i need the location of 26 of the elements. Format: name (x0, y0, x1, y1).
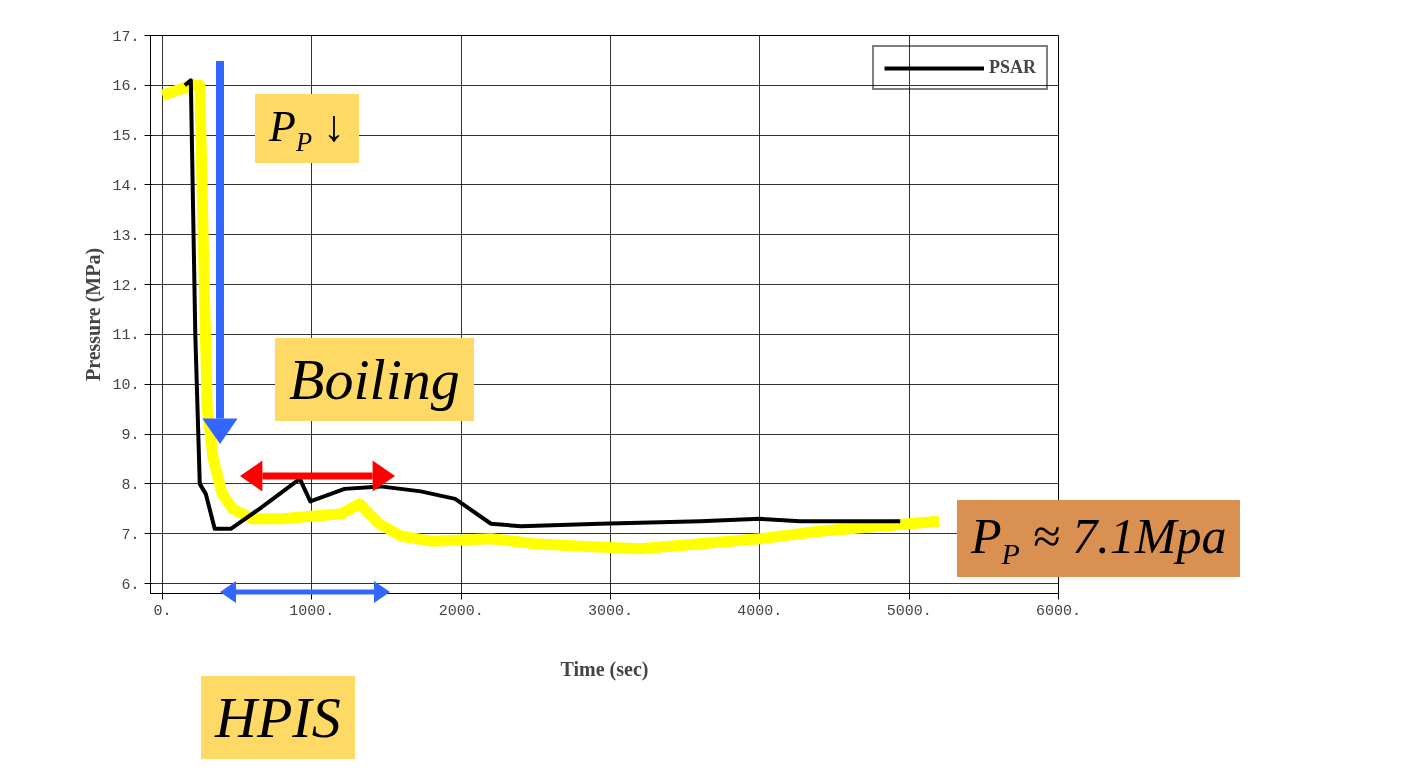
y-tick-label: 13. (112, 227, 140, 245)
y-tick-label: 15. (112, 128, 140, 146)
y-tick-label: 8. (121, 476, 140, 494)
y-axis-title: Pressure (MPa) (82, 247, 106, 382)
x-tick-label: 2000. (438, 602, 484, 620)
y-tick-label: 17. (112, 28, 140, 46)
y-tick-label: 10. (112, 377, 140, 395)
y-tick-label: 9. (121, 427, 140, 445)
annotation: P$_{P}$ ↓ (255, 94, 360, 164)
x-tick-label: 6000. (1036, 602, 1082, 620)
y-tick-label: 6. (121, 576, 140, 594)
y-tick-label: 16. (112, 78, 140, 96)
x-tick-label: 0. (153, 602, 172, 620)
y-tick-label: 14. (112, 177, 140, 195)
y-tick-label: 7. (121, 526, 140, 544)
x-tick-label: 5000. (886, 602, 932, 620)
x-axis-title: Time (sec) (560, 657, 649, 681)
annotation: P$_{P}$ ≈ 7.1Mpa (957, 500, 1241, 577)
text: HPIS (201, 676, 355, 760)
text: PSAR (988, 57, 1036, 78)
x-tick-label: 3000. (587, 602, 633, 620)
y-tick-label: 11. (112, 327, 140, 345)
y-tick-label: 12. (112, 277, 140, 295)
x-tick-label: 1000. (289, 602, 335, 620)
annotation: Boiling (275, 338, 474, 422)
x-tick-label: 4000. (737, 602, 783, 620)
